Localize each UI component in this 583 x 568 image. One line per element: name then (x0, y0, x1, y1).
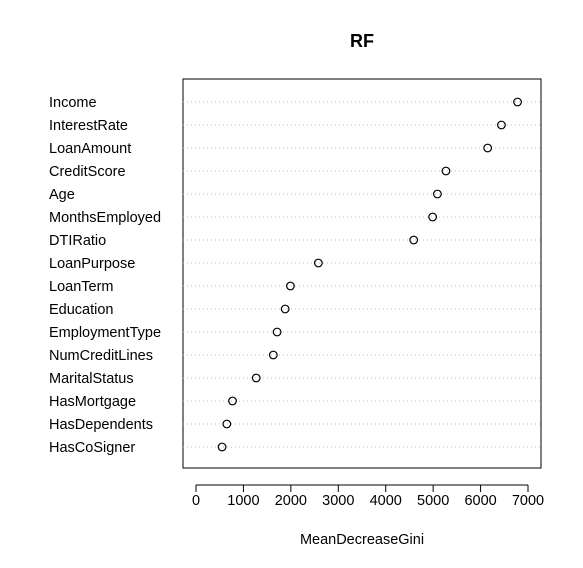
x-tick-label: 1000 (227, 493, 259, 509)
category-label: MaritalStatus (49, 371, 134, 387)
category-label: CreditScore (49, 164, 126, 180)
category-label: HasDependents (49, 417, 153, 433)
x-tick-label: 2000 (275, 493, 307, 509)
data-point (441, 166, 451, 176)
category-label: HasCoSigner (49, 440, 135, 456)
category-label: LoanPurpose (49, 256, 135, 272)
category-label: HasMortgage (49, 394, 136, 410)
x-tick-label: 7000 (512, 493, 544, 509)
data-point (428, 212, 438, 222)
category-label: LoanAmount (49, 141, 131, 157)
x-tick-label: 0 (192, 493, 200, 509)
data-point (222, 419, 232, 429)
category-label: DTIRatio (49, 233, 106, 249)
data-points (217, 97, 522, 452)
data-point (513, 97, 522, 107)
data-point (483, 143, 493, 153)
category-label: Income (49, 95, 97, 111)
x-axis-title: MeanDecreaseGini (300, 532, 424, 548)
data-point (272, 327, 282, 337)
data-point (280, 304, 290, 314)
x-axis: 0 1000 2000 3000 4000 5000 6000 7000 (192, 484, 544, 509)
x-tick-label: 5000 (417, 493, 449, 509)
data-point (497, 120, 506, 130)
category-label: MonthsEmployed (49, 210, 161, 226)
x-tick-label: 3000 (322, 493, 354, 509)
grid-lines (183, 101, 541, 448)
data-point (433, 189, 442, 199)
data-point (228, 396, 237, 406)
category-labels: Income InterestRate LoanAmount CreditScore A… (49, 95, 161, 456)
x-tick-label: 6000 (464, 493, 496, 509)
category-label: LoanTerm (49, 279, 113, 295)
category-label: Education (49, 302, 114, 318)
data-point (313, 258, 323, 268)
category-label: InterestRate (49, 118, 128, 134)
category-label: Age (49, 187, 75, 203)
data-point (409, 235, 419, 245)
data-point (285, 281, 295, 291)
data-point (217, 442, 227, 452)
plot-frame (182, 78, 542, 469)
data-point (268, 350, 278, 360)
category-label: NumCreditLines (49, 348, 153, 364)
x-tick-label: 4000 (370, 493, 402, 509)
chart-title: RF (350, 31, 374, 51)
category-label: EmploymentType (49, 325, 161, 341)
data-point (251, 373, 261, 383)
